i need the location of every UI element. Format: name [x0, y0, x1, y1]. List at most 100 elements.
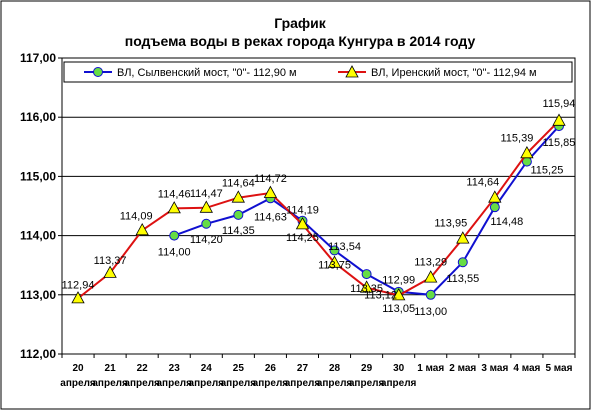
- x-tick-sublabel: апреля: [60, 378, 96, 389]
- x-tick-sublabel: апреля: [156, 378, 192, 389]
- data-label-sylva: 114,35: [222, 225, 255, 237]
- data-point-iren: [295, 217, 310, 230]
- x-tick-label: 3 мая: [481, 363, 508, 374]
- data-point-sylva: [425, 289, 436, 300]
- x-tick-sublabel: апреля: [253, 378, 289, 389]
- data-point-iren: [424, 270, 438, 283]
- data-point-sylva: [489, 202, 500, 213]
- y-tick-label: 112,00: [20, 347, 56, 361]
- y-tick-label: 115,00: [20, 169, 56, 183]
- chart-title-line1: График: [274, 15, 327, 31]
- data-point-iren: [263, 185, 278, 198]
- legend-box: [63, 61, 573, 83]
- x-tick-label: 30: [393, 363, 405, 374]
- data-point-sylva: [457, 257, 468, 268]
- x-tick-sublabel: апреля: [381, 378, 417, 389]
- data-label-sylva: 113,05: [382, 303, 415, 315]
- data-label-iren: 113,54: [328, 241, 361, 253]
- data-label-sylva: 114,20: [190, 234, 223, 246]
- data-label-sylva: 115,85: [543, 137, 576, 149]
- data-label-iren: 115,39: [500, 132, 533, 144]
- data-label-iren: 112,94: [62, 279, 95, 291]
- legend-marker-iren: [345, 65, 359, 78]
- data-point-iren: [71, 291, 85, 304]
- x-tick-label: 1 мая: [417, 363, 444, 374]
- x-tick-label: 26: [265, 363, 277, 374]
- data-point-iren: [520, 145, 534, 159]
- x-tick-label: 4 мая: [513, 363, 540, 374]
- x-tick-label: 29: [361, 363, 373, 374]
- y-axis-ticks: 112,00 113,00 114,00 115,00 116,00 117,00: [20, 51, 62, 361]
- y-tick-label: 116,00: [20, 110, 56, 124]
- data-point-iren: [167, 201, 181, 214]
- data-label-iren: 113,12: [364, 290, 397, 302]
- data-point-sylva: [329, 245, 340, 256]
- data-label-iren: 114,64: [466, 177, 499, 189]
- data-label-iren: 114,09: [120, 210, 153, 222]
- data-label-sylva: 114,63: [254, 211, 287, 223]
- data-label-sylva: 113,00: [414, 306, 447, 318]
- x-tick-label: 22: [137, 363, 149, 374]
- x-tick-sublabel: апреля: [124, 378, 160, 389]
- x-tick-label: 27: [297, 363, 309, 374]
- data-point-iren: [231, 190, 245, 203]
- legend-marker-sylva: [93, 67, 103, 77]
- x-tick-label: 25: [233, 363, 245, 374]
- chart-title-line2: подъема воды в реках города Кунгура в 20…: [125, 33, 476, 49]
- x-tick-sublabel: апреля: [221, 378, 257, 389]
- data-label-iren: 113,29: [414, 257, 447, 269]
- legend-label-sylva: ВЛ, Сылвенский мост, "0"- 112,90 м: [117, 67, 297, 79]
- legend-label-iren: ВЛ, Иренский мост, "0"- 112,94 м: [371, 67, 537, 79]
- x-tick-label: 20: [72, 363, 84, 374]
- data-point-iren: [103, 265, 117, 278]
- data-label-iren: 113,37: [94, 255, 127, 267]
- data-point-sylva: [201, 218, 212, 229]
- data-point-iren: [456, 231, 470, 244]
- data-label-sylva: 113,35: [350, 283, 383, 295]
- data-label-iren: 114,46: [158, 188, 191, 200]
- x-tick-label: 2 мая: [449, 363, 476, 374]
- data-label-sylva: 115,25: [530, 165, 563, 177]
- data-label-iren: 114,72: [254, 173, 287, 185]
- series-layer: [71, 113, 566, 304]
- x-tick-sublabel: апреля: [349, 378, 385, 389]
- data-label-iren: 114,47: [190, 188, 223, 200]
- x-axis-ticks: 20 апреля 21 апреля 22 апреля 23 апреля 24 апреля…: [60, 354, 576, 389]
- y-tick-label: 117,00: [20, 51, 56, 65]
- data-label-sylva: 114,25: [286, 232, 319, 244]
- data-label-iren: 112,99: [382, 274, 415, 286]
- series-line-iren: [77, 120, 560, 300]
- data-label-iren: 114,19: [286, 204, 319, 216]
- x-tick-label: 24: [201, 363, 213, 374]
- data-point-iren: [199, 200, 213, 213]
- data-label-iren: 115,94: [543, 98, 576, 110]
- legend: ВЛ, Сылвенский мост, "0"- 112,90 м ВЛ, И…: [63, 61, 573, 83]
- x-tick-sublabel: апреля: [189, 378, 225, 389]
- data-point-iren: [327, 255, 342, 268]
- data-point-iren: [392, 288, 406, 301]
- data-point-iren: [552, 113, 566, 126]
- x-tick-sublabel: апреля: [92, 378, 128, 389]
- data-label-iren: 114,64: [222, 178, 255, 190]
- data-label-sylva: 113,75: [318, 259, 351, 271]
- x-tick-sublabel: апреля: [285, 378, 321, 389]
- data-point-sylva: [169, 230, 180, 241]
- x-tick-sublabel: апреля: [317, 378, 353, 389]
- y-tick-label: 113,00: [20, 288, 56, 302]
- x-tick-label: 5 мая: [545, 363, 572, 374]
- data-point-iren: [488, 190, 502, 203]
- x-tick-label: 28: [329, 363, 341, 374]
- data-point-iren: [135, 222, 149, 236]
- x-tick-label: 23: [169, 363, 181, 374]
- y-tick-label: 114,00: [20, 229, 56, 243]
- data-label-sylva: 114,48: [490, 216, 523, 228]
- data-label-iren: 113,95: [434, 218, 467, 230]
- data-label-sylva: 114,00: [158, 247, 191, 259]
- data-point-sylva: [361, 269, 372, 280]
- data-point-sylva: [233, 209, 244, 220]
- data-label-sylva: 113,55: [446, 273, 479, 285]
- x-tick-label: 21: [105, 363, 117, 374]
